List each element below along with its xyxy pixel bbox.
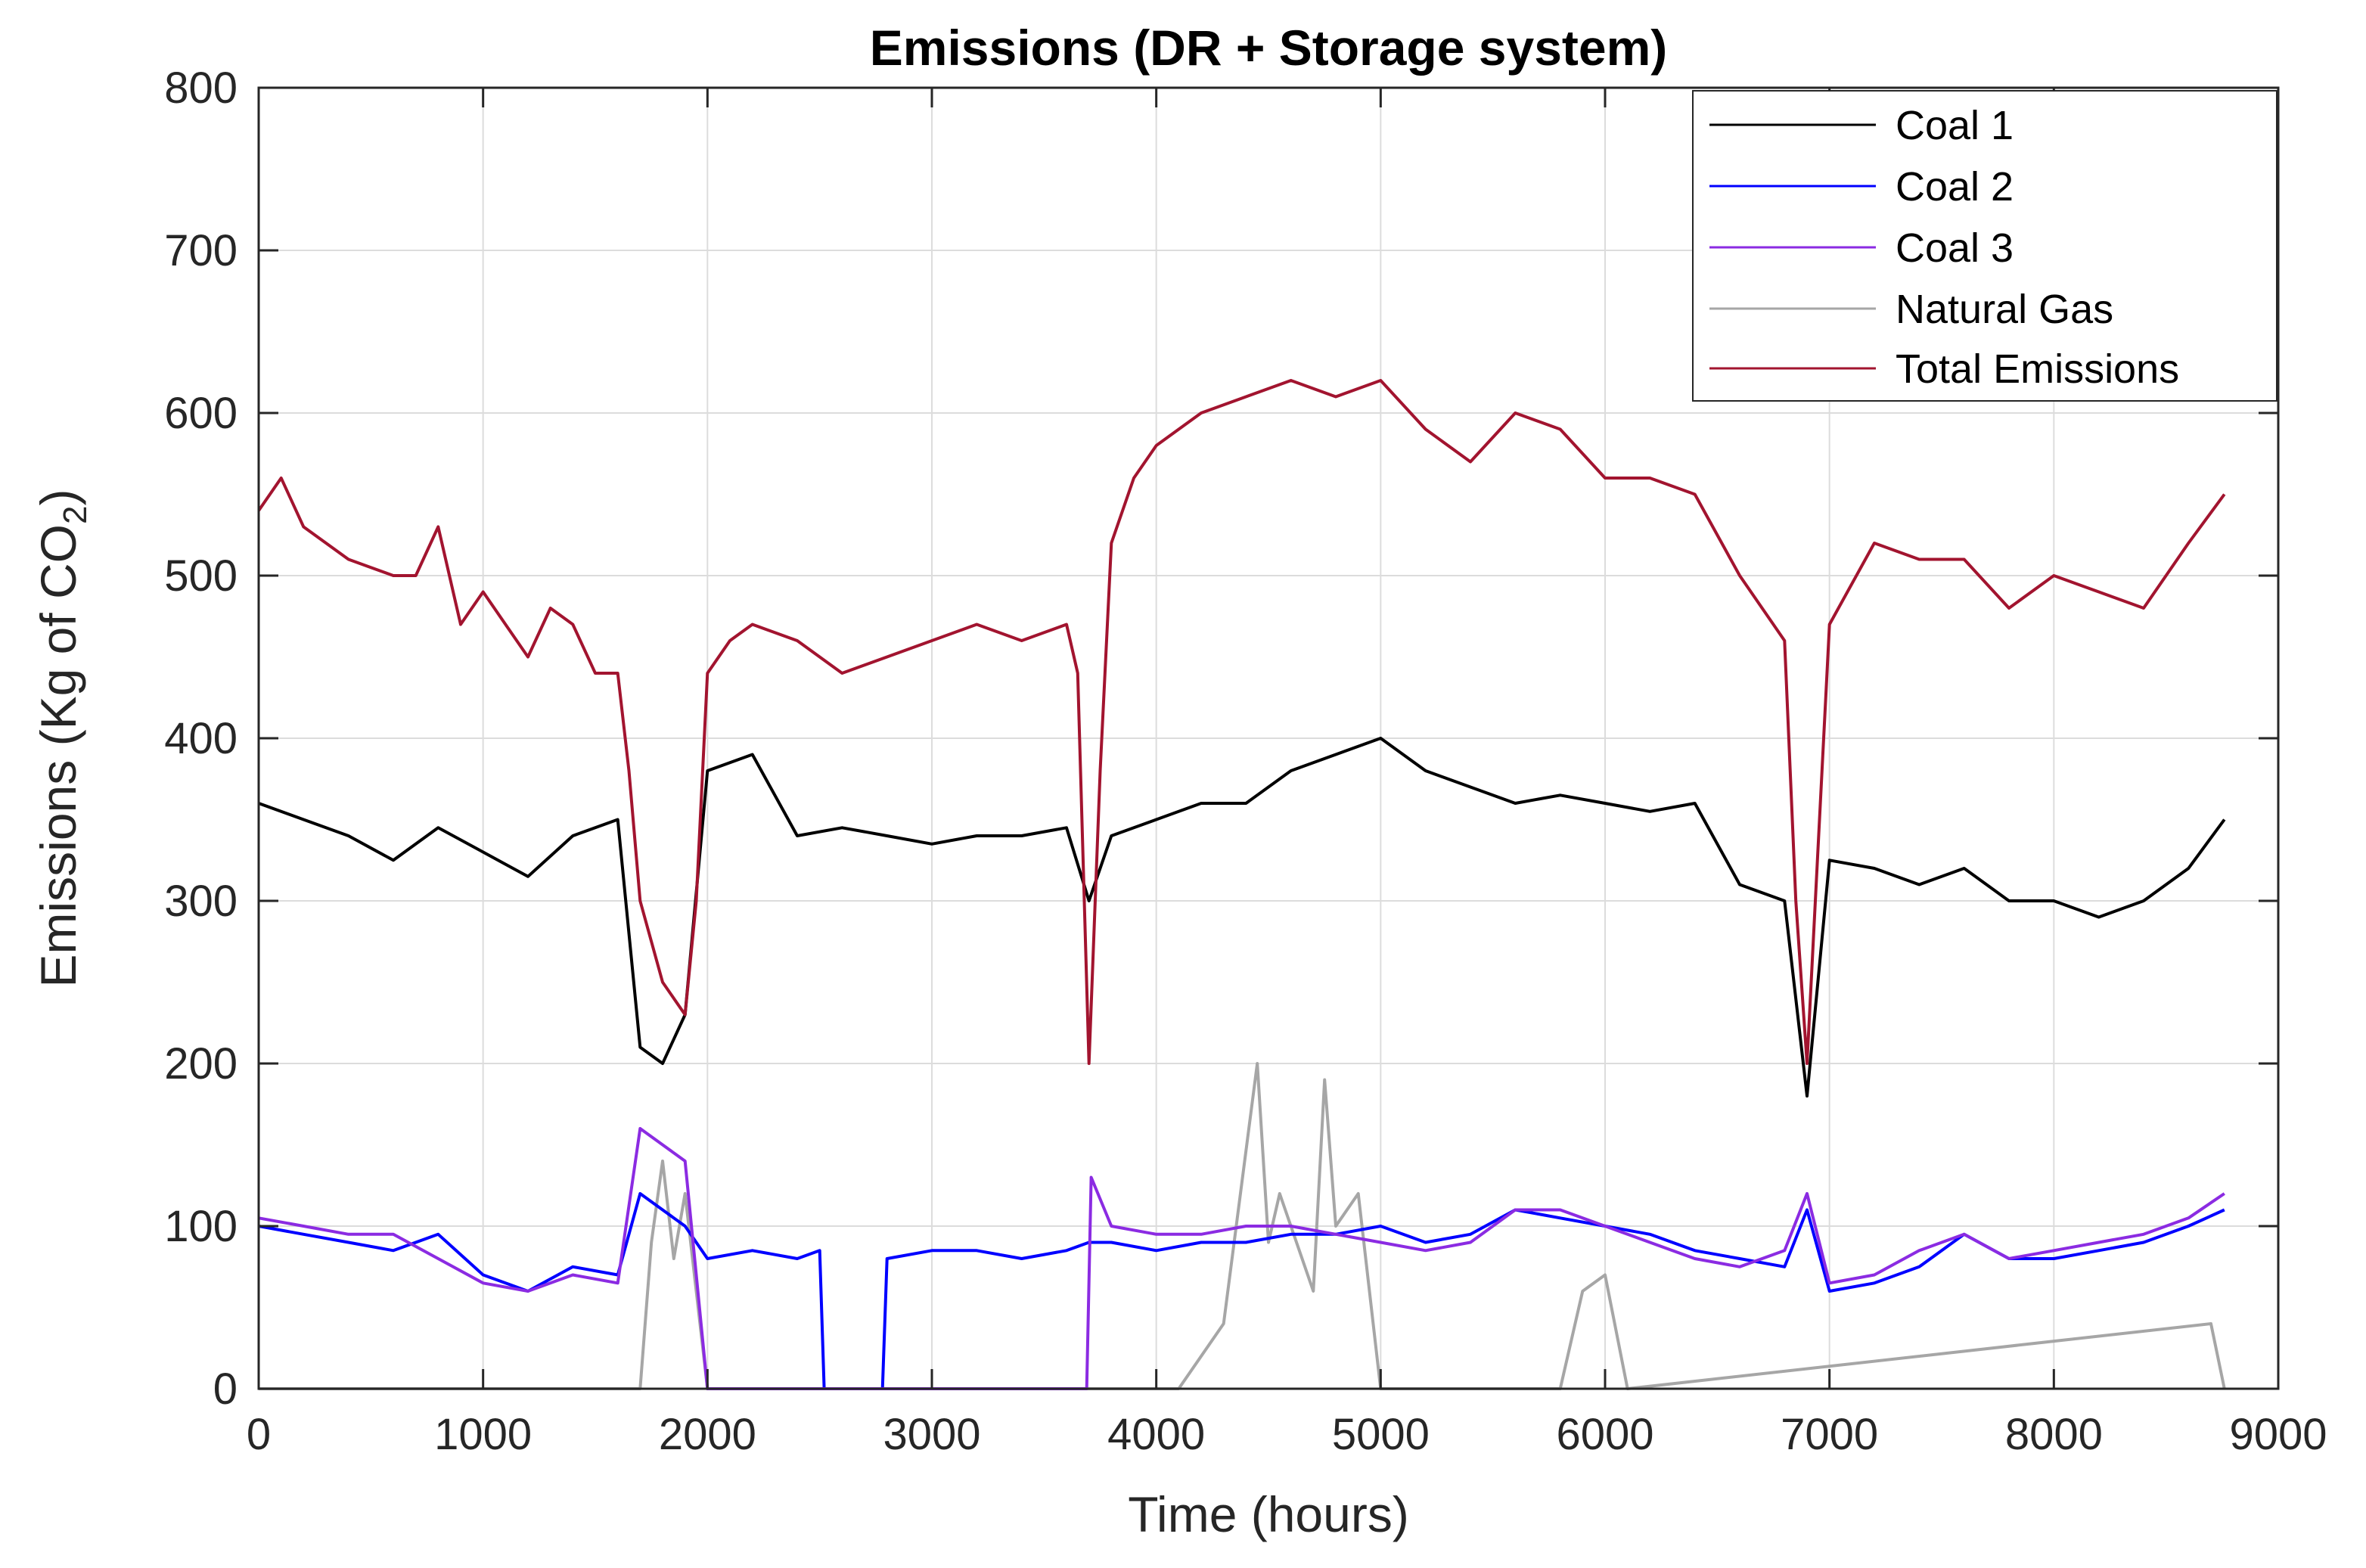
y-tick-label: 600 (164, 389, 238, 438)
legend-label-coal-1: Coal 1 (1896, 103, 2014, 148)
legend-label-coal-3: Coal 3 (1896, 225, 2014, 271)
x-tick-label: 7000 (1781, 1410, 1878, 1459)
y-axis-label-close: ) (30, 489, 86, 506)
y-tick-label: 100 (164, 1202, 238, 1251)
legend-label-coal-2: Coal 2 (1896, 164, 2014, 210)
x-axis-label: Time (hours) (1128, 1486, 1409, 1542)
legend-label-total-emissions: Total Emissions (1896, 346, 2179, 392)
y-tick-label: 400 (164, 714, 238, 763)
y-axis-label-subscript: 2 (57, 506, 94, 524)
series-lines (257, 379, 2226, 1390)
x-tick-label: 2000 (659, 1410, 756, 1459)
y-tick-label: 300 (164, 877, 238, 926)
x-tick-label: 5000 (1332, 1410, 1430, 1459)
legend-label-natural-gas: Natural Gas (1896, 287, 2113, 332)
y-axis-label: Emissions (Kg of CO2) (30, 489, 94, 988)
legend-box (1692, 90, 2278, 402)
x-tick-label: 3000 (883, 1410, 980, 1459)
y-tick-label: 500 (164, 551, 238, 601)
series-line-coal-3 (258, 1127, 2225, 1390)
y-axis-label-main: Emissions (Kg of CO (30, 524, 86, 988)
x-tick-label: 6000 (1556, 1410, 1653, 1459)
series-line-coal-2 (258, 1192, 2225, 1390)
y-tick-label: 700 (164, 226, 238, 275)
grid-lines (259, 88, 2278, 1389)
x-tick-label: 4000 (1107, 1410, 1205, 1459)
x-tick-label: 1000 (434, 1410, 532, 1459)
x-tick-label: 8000 (2005, 1410, 2103, 1459)
series-line-total-emissions (257, 379, 2226, 1065)
chart-title: Emissions (DR + Storage system) (870, 20, 1668, 76)
x-tick-label: 9000 (2229, 1410, 2327, 1459)
axis-ticks: 0 1000 2000 3000 4000 5000 6000 7000 8000 9000 0 10… (164, 64, 2327, 1459)
series-line-natural-gas (259, 1062, 2226, 1390)
y-tick-label: 200 (164, 1039, 238, 1088)
legend: Coal 1 Coal 2 Coal 3 Natural Gas Total E… (1692, 90, 2278, 402)
y-tick-label: 800 (164, 64, 238, 113)
series-line-coal-1 (258, 737, 2226, 1098)
y-tick-label: 0 (213, 1365, 238, 1414)
x-tick-label: 0 (247, 1410, 271, 1459)
